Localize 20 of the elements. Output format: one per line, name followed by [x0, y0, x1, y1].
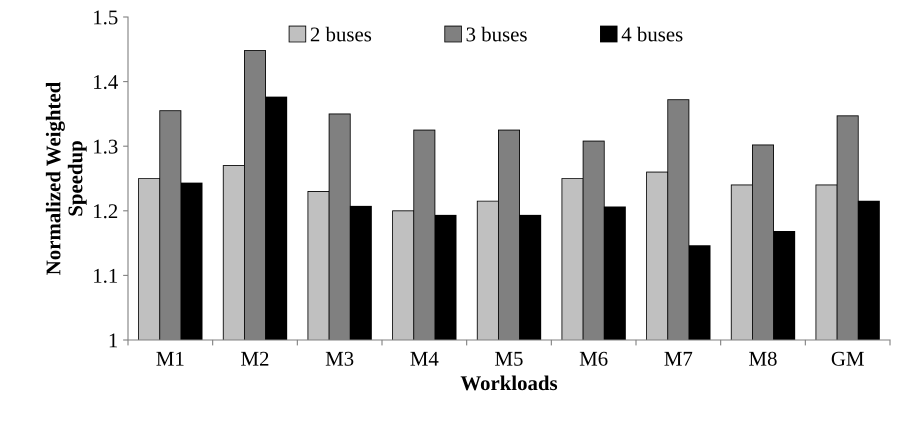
y-tick-label: 1.3 [94, 140, 118, 154]
legend-label: 2 buses [310, 26, 372, 42]
x-tick-label: M5 [495, 352, 523, 366]
x-axis-title: Workloads [460, 376, 558, 390]
x-tick-label: M4 [410, 352, 438, 366]
x-tick-label: M1 [156, 352, 184, 366]
x-tick-label: GM [832, 352, 864, 366]
x-tick-label: M8 [749, 352, 777, 366]
x-tick-label: M6 [580, 352, 608, 366]
x-tick-label: M3 [326, 352, 354, 366]
y-tick-label: 1.2 [94, 204, 118, 218]
legend-label: 4 buses [622, 26, 682, 42]
y-tick-label: 1.5 [94, 10, 118, 25]
y-tick-label: 1.4 [94, 75, 118, 90]
y-axis-title: Normalized Weighted Speedup [46, 82, 87, 275]
legend-label: 3 buses [466, 26, 527, 42]
x-tick-label: M2 [241, 352, 268, 366]
x-tick-label: M7 [664, 352, 692, 366]
y-tick-label: 1.1 [94, 268, 118, 283]
y-tick-label: 1 [110, 333, 118, 348]
